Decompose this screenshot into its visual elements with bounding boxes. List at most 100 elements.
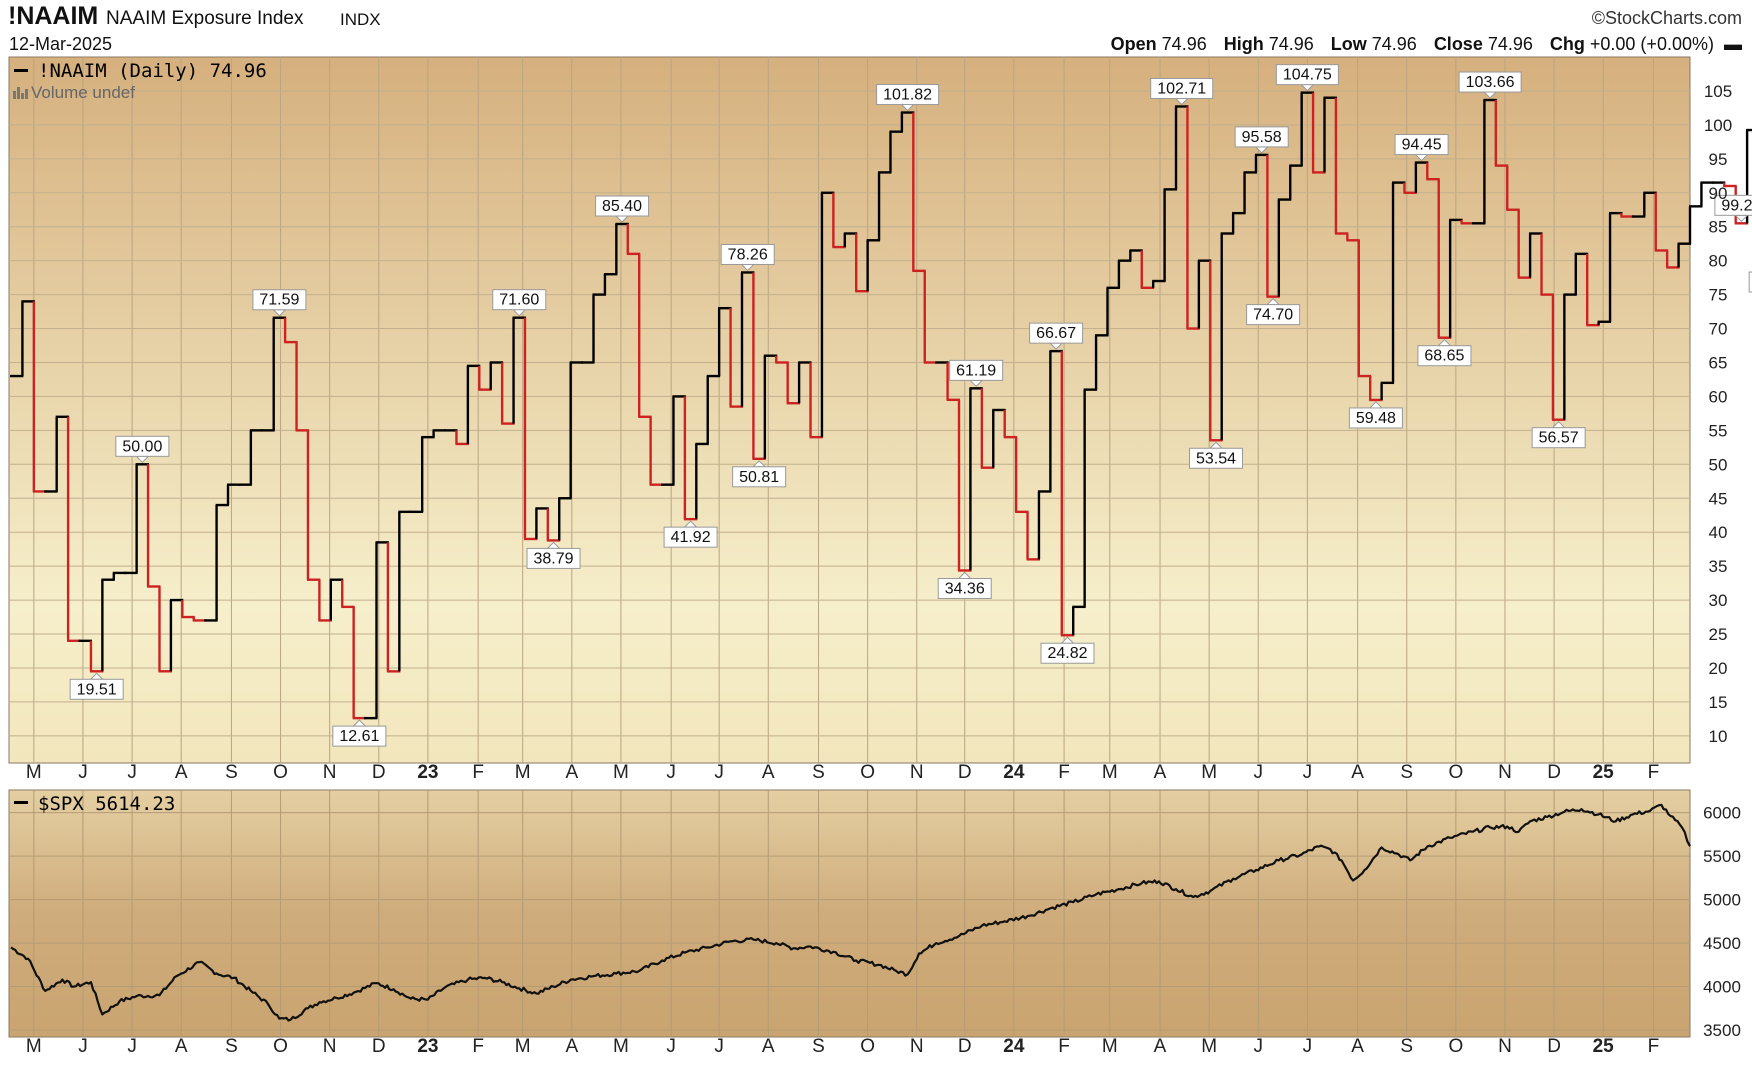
naaim-x-tick-label: J — [714, 762, 724, 783]
naaim-y-tick-label: 80 — [1709, 252, 1728, 271]
spx-x-tick-label: 23 — [417, 1036, 438, 1057]
naaim-y-tick-label: 70 — [1709, 320, 1728, 339]
spx-x-tick-label: M — [26, 1036, 42, 1057]
spx-x-tick-label: O — [1448, 1036, 1463, 1057]
annotation-label: 50.00 — [122, 438, 162, 455]
spx-x-tick-label: F — [1058, 1036, 1070, 1057]
spx-x-tick-label: M — [1201, 1036, 1217, 1057]
naaim-x-tick-label: O — [860, 762, 875, 783]
naaim-y-tick-label: 10 — [1709, 727, 1728, 746]
naaim-legend: !NAAIM (Daily) 74.96 Volume undef — [13, 60, 267, 102]
naaim-x-tick-label: D — [372, 762, 386, 783]
annotation-box — [252, 289, 307, 311]
quote-bar: Open 74.96 High 74.96 Low 74.96 Close 74.96 … — [1111, 34, 1742, 55]
spx-y-tick-label: 4500 — [1703, 934, 1741, 953]
naaim-x-tick-label: M — [515, 762, 531, 783]
annotation-label: 53.54 — [1196, 450, 1236, 467]
naaim-x-tick-label: A — [1154, 762, 1167, 783]
annotation-box — [720, 243, 775, 265]
spx-x-tick-label: J — [714, 1036, 724, 1057]
volume-note: Volume undef — [31, 83, 135, 102]
spx-x-tick-label: N — [1498, 1036, 1512, 1057]
open-label: Open — [1110, 34, 1157, 54]
annotation-box — [949, 359, 1004, 381]
spx-y-tick-label: 6000 — [1703, 804, 1741, 823]
spx-x-tick-label: A — [1154, 1036, 1167, 1057]
annotation-box — [663, 526, 718, 548]
annotation-box — [1275, 64, 1339, 86]
naaim-x-tick-label: S — [1400, 762, 1413, 783]
annotation-box — [1417, 345, 1472, 367]
annotation-box — [1714, 194, 1752, 216]
naaim-x-tick-label: A — [175, 762, 188, 783]
spx-legend: $SPX 5614.23 — [14, 793, 175, 815]
naaim-x-tick-label: S — [812, 762, 825, 783]
spx-grid — [9, 790, 1690, 1037]
legend-dash-icon — [14, 69, 28, 72]
spx-x-tick-label: A — [175, 1036, 188, 1057]
low-value: 74.96 — [1371, 34, 1417, 54]
naaim-annotations: 19.51 50.00 71.59 12.61 71.60 38.79 85.40 41.92… — [69, 64, 1752, 747]
spx-x-tick-label: A — [762, 1036, 775, 1057]
annotation-box — [1150, 77, 1214, 99]
annotation-label: 103.66 — [1466, 74, 1515, 91]
annotation-label: 104.75 — [1283, 67, 1332, 84]
annotation-box — [876, 84, 940, 106]
spx-x-tick-label: A — [565, 1036, 578, 1057]
annotation-box — [732, 466, 787, 488]
naaim-x-tick-label: 23 — [417, 762, 438, 783]
naaim-x-tick-label: N — [1498, 762, 1512, 783]
annotation-label: 24.82 — [1047, 645, 1087, 662]
spx-x-tick-label: J — [127, 1036, 137, 1057]
naaim-x-tick-label: J — [1303, 762, 1313, 783]
naaim-x-tick-label: A — [565, 762, 578, 783]
annotation-box — [1188, 447, 1243, 469]
spx-x-tick-label: O — [860, 1036, 875, 1057]
close-value: 74.96 — [1487, 34, 1533, 54]
naaim-y-tick-label: 60 — [1709, 387, 1728, 406]
high-label: High — [1223, 34, 1264, 54]
spx-y-tick-label: 5000 — [1703, 891, 1741, 910]
naaim-x-tick-label: D — [1547, 762, 1561, 783]
spx-x-tick-label: M — [613, 1036, 629, 1057]
naaim-y-tick-label: 35 — [1709, 557, 1728, 576]
annotation-label: 66.67 — [1036, 325, 1076, 342]
naaim-x-tick-label: 24 — [1003, 762, 1025, 783]
naaim-x-tick-label: S — [225, 762, 238, 783]
spx-x-tick-label: M — [515, 1036, 531, 1057]
naaim-x-tick-label: J — [127, 762, 137, 783]
close-label: Close — [1433, 34, 1483, 54]
annotation-label: 61.19 — [956, 362, 996, 379]
naaim-x-tick-label: O — [273, 762, 288, 783]
annotation-label: 102.71 — [1157, 80, 1206, 97]
spx-x-tick-label: D — [958, 1036, 972, 1057]
low-label: Low — [1330, 34, 1367, 54]
naaim-series — [10, 91, 1752, 720]
spx-x-tick-label: A — [1351, 1036, 1364, 1057]
annotation-label: 94.45 — [1402, 137, 1442, 154]
naaim-y-tick-label: 75 — [1709, 286, 1728, 305]
annotation-label: 95.58 — [1242, 129, 1282, 146]
spx-x-tick-label: 24 — [1003, 1036, 1025, 1057]
naaim-y-tick-label: 95 — [1709, 150, 1728, 169]
annotation-label: 78.26 — [728, 246, 768, 263]
spx-x-tick-label: F — [1648, 1036, 1660, 1057]
chg-dash-icon: ▬ — [1718, 34, 1742, 54]
annotation-box — [1234, 126, 1289, 148]
spx-legend-dash-icon — [14, 801, 28, 804]
naaim-y-tick-label: 100 — [1704, 116, 1732, 135]
naaim-y-tick-label: 45 — [1709, 489, 1728, 508]
naaim-x-tick-label: O — [1448, 762, 1463, 783]
annotation-box — [1246, 304, 1301, 326]
spx-series — [10, 803, 1691, 1022]
copyright-link[interactable]: ©StockCharts.com — [1591, 8, 1742, 28]
annotation-box — [1040, 642, 1095, 664]
annotation-box — [1029, 322, 1084, 344]
spx-x-tick-label: N — [323, 1036, 337, 1057]
spx-x-tick-label: 25 — [1593, 1036, 1615, 1057]
naaim-legend-label: !NAAIM (Daily) 74.96 — [38, 60, 267, 82]
annotation-box — [332, 725, 387, 747]
chg-label: Chg — [1549, 34, 1585, 54]
naaim-x-tick-label: J — [78, 762, 88, 783]
